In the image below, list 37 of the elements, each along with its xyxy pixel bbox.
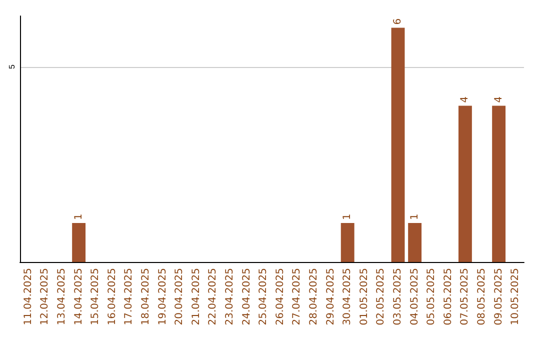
- x-tick-label: 03.05.2025: [392, 268, 404, 326]
- y-tick-label: 5: [8, 64, 16, 69]
- x-tick-label: 10.05.2025: [510, 268, 522, 326]
- x-tick-label: 24.04.2025: [241, 268, 252, 326]
- x-tick-label: 11.04.2025: [22, 268, 34, 326]
- x-tick-label: 18.04.2025: [140, 268, 152, 326]
- x-tick-label: 12.04.2025: [40, 268, 51, 326]
- x-tick-label: 08.05.2025: [476, 268, 488, 326]
- x-tick-label: 21.04.2025: [190, 268, 202, 326]
- x-tick-label: 23.04.2025: [224, 268, 236, 326]
- x-tick-label: 15.04.2025: [90, 268, 102, 326]
- data-label: 4: [493, 96, 504, 103]
- x-tick-label: 25.04.2025: [258, 268, 270, 326]
- x-tick-label: 09.05.2025: [493, 268, 504, 326]
- x-tick-label: 26.04.2025: [274, 268, 286, 326]
- x-tick-label: 27.04.2025: [292, 268, 303, 326]
- x-tick-label: 19.04.2025: [157, 268, 168, 326]
- x-tick-label: 29.04.2025: [325, 268, 336, 326]
- x-tick-label: 05.05.2025: [426, 268, 438, 326]
- x-tick-label: 14.04.2025: [73, 268, 84, 326]
- data-label: 1: [342, 214, 354, 220]
- x-tick-label: 22.04.2025: [208, 268, 219, 326]
- x-tick-label: 06.05.2025: [442, 268, 454, 326]
- x-tick-label: 28.04.2025: [308, 268, 320, 326]
- x-tick-label: 04.05.2025: [409, 268, 420, 326]
- data-label: 1: [409, 214, 420, 220]
- x-tick-label: 20.04.2025: [174, 268, 186, 326]
- data-label: 4: [460, 96, 471, 103]
- data-label: 1: [73, 214, 84, 220]
- x-tick-label: 17.04.2025: [124, 268, 135, 326]
- x-tick-label: 02.05.2025: [376, 268, 387, 326]
- x-tick-label: 01.05.2025: [358, 268, 370, 326]
- x-tick-label: 07.05.2025: [460, 268, 471, 326]
- x-tick-label: 13.04.2025: [56, 268, 68, 326]
- x-tick-label: 16.04.2025: [106, 268, 118, 326]
- data-label: 6: [392, 18, 404, 25]
- x-tick-label: 30.04.2025: [342, 268, 354, 326]
